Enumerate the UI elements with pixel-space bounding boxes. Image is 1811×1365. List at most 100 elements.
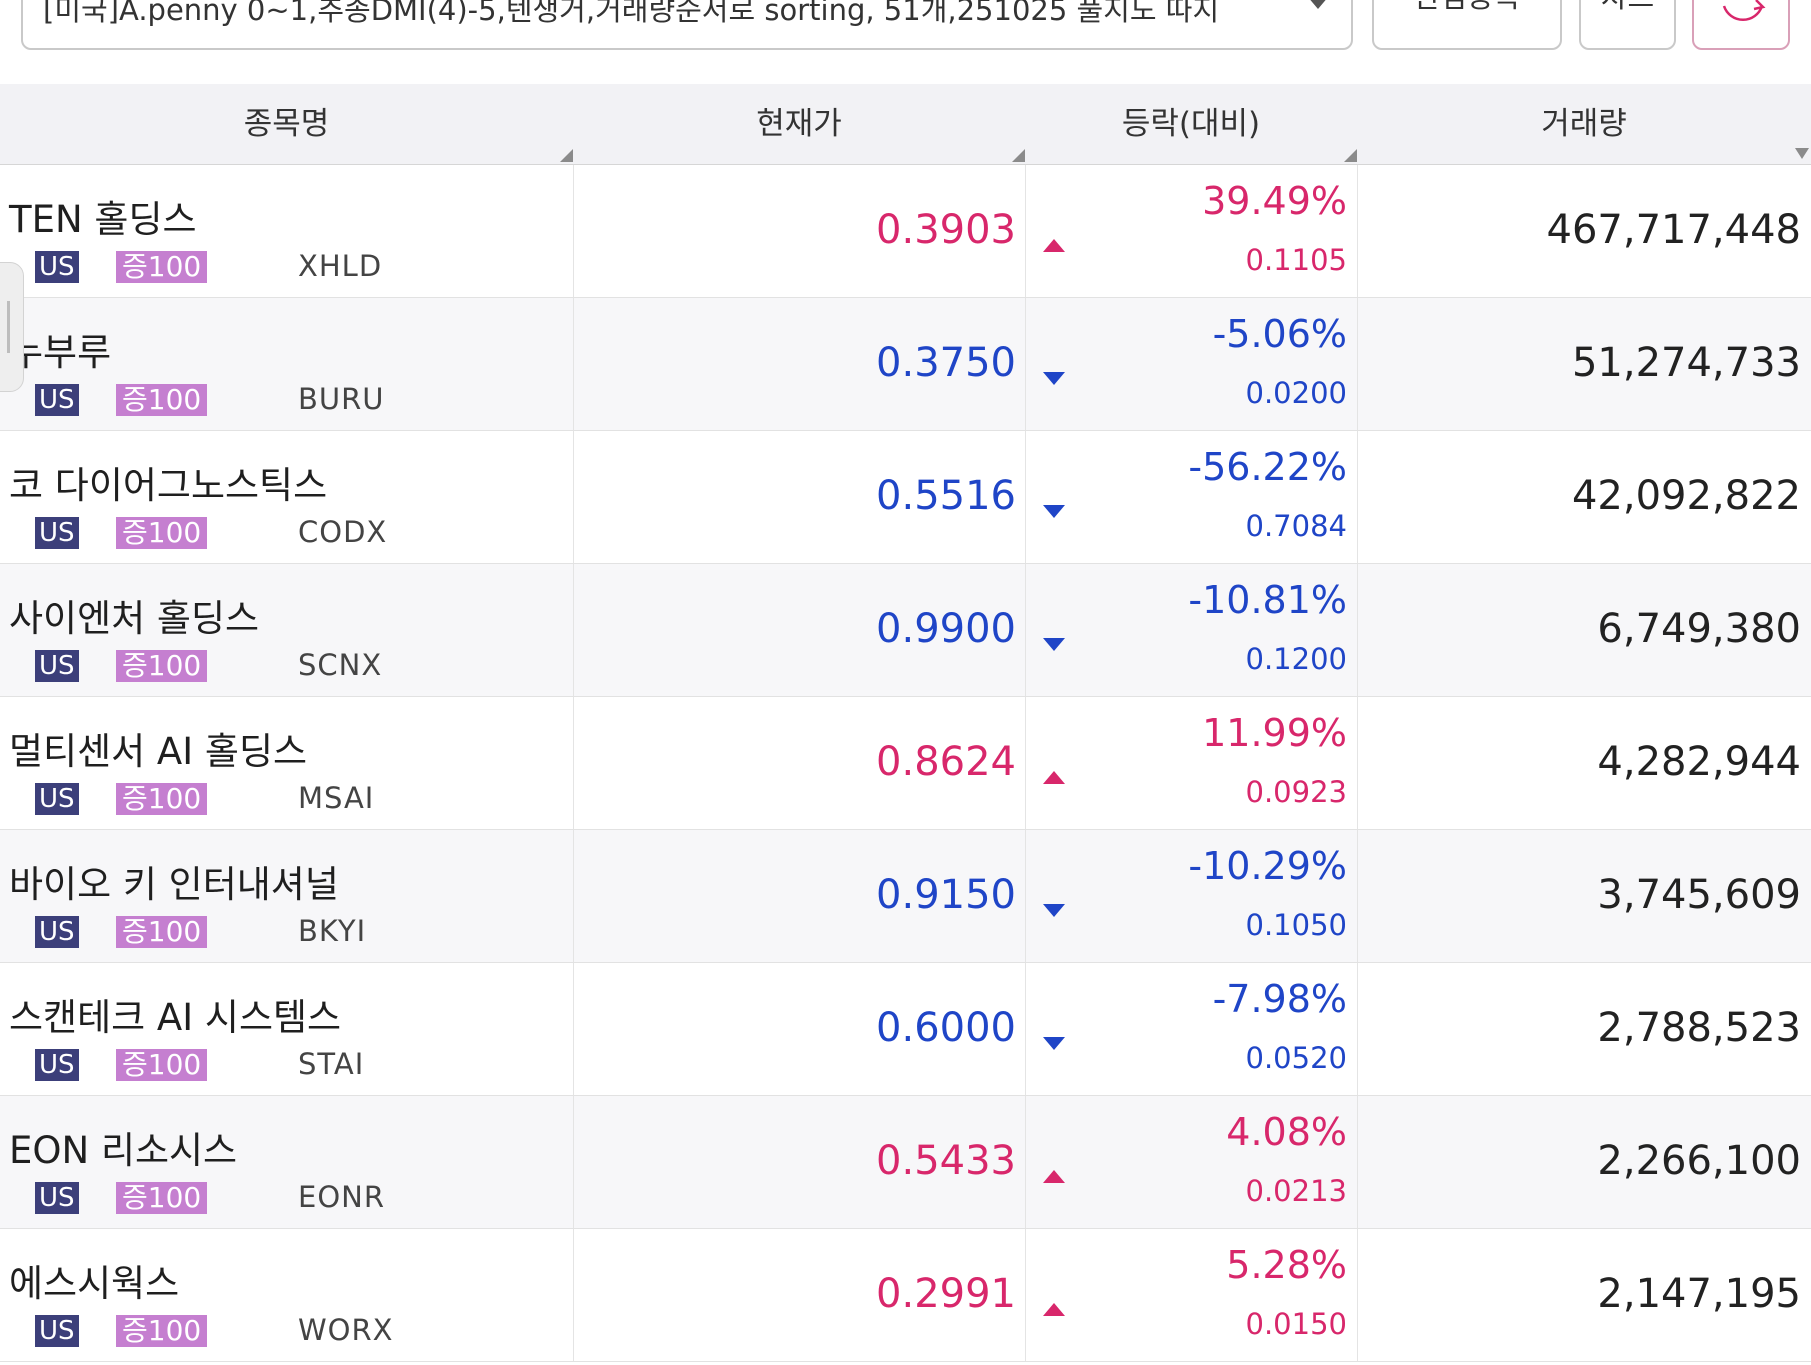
trade-volume: 2,788,523 [1597,1005,1801,1051]
triangle-down-icon [1043,505,1065,518]
column-divider [1357,564,1358,696]
margin-badge: 증100 [116,783,208,815]
refresh-button[interactable] [1692,0,1790,50]
column-divider [1025,830,1026,962]
current-price: 0.3903 [876,207,1016,253]
column-divider [573,165,574,297]
margin-badge: 증100 [116,251,208,283]
column-divider [1357,1096,1358,1228]
change-amount: 0.7084 [1245,509,1347,543]
stock-name: 누부루 [9,331,112,374]
margin-badge: 증100 [116,1182,208,1214]
trade-volume: 2,266,100 [1597,1138,1801,1184]
current-price: 0.8624 [876,739,1016,785]
table-body: TEN 홀딩스 US 증100 XHLD 0.3903 39.49% 0.1105 467,7… [0,165,1811,1362]
column-header-change[interactable]: 등락(대비) [1121,106,1261,142]
table-row[interactable]: 코 다이어그노스틱스 US 증100 CODX 0.5516 -56.22% 0.7084 4… [0,431,1811,564]
trade-volume: 3,745,609 [1597,872,1801,918]
trade-volume: 4,282,944 [1597,739,1801,785]
change-amount: 0.0150 [1245,1307,1347,1341]
change-percent: 5.28% [1226,1243,1347,1287]
change-percent: 4.08% [1226,1110,1347,1154]
triangle-down-icon [1043,904,1065,917]
ticker-symbol: MSAI [298,781,375,815]
margin-badge: 증100 [116,517,208,549]
triangle-up-icon [1043,239,1065,252]
current-price: 0.2991 [876,1271,1016,1317]
stock-name: 스캔테크 AI 시스템스 [9,996,342,1039]
column-divider [573,1229,574,1361]
current-price: 0.6000 [876,1005,1016,1051]
current-price: 0.3750 [876,340,1016,386]
change-amount: 0.0213 [1245,1174,1347,1208]
change-percent: 11.99% [1202,711,1347,755]
market-badge: US [35,517,79,549]
sort-descending-icon [1795,148,1809,159]
column-divider [1025,963,1026,1095]
current-price: 0.9900 [876,606,1016,652]
stock-table: 종목명 현재가 등락(대비) 거래량 TEN 홀딩스 US 증100 XHLD 0.39… [0,84,1811,1362]
stock-name: EON 리소시스 [9,1129,238,1172]
stock-name: TEN 홀딩스 [9,198,197,241]
ticker-symbol: BURU [298,382,385,416]
chart-button[interactable]: 차트 [1579,0,1676,50]
table-row[interactable]: 멀티센서 AI 홀딩스 US 증100 MSAI 0.8624 11.99% 0.0923 4… [0,697,1811,830]
side-drawer-handle[interactable] [0,262,24,392]
current-price: 0.5433 [876,1138,1016,1184]
column-header-price[interactable]: 현재가 [756,106,842,142]
column-divider [1025,298,1026,430]
column-divider [1357,298,1358,430]
condition-select-value: [미국]A.penny 0~1,추종DMI(4)-5,텐생거,거래량순서로 so… [43,0,1220,27]
condition-select[interactable]: [미국]A.penny 0~1,추종DMI(4)-5,텐생거,거래량순서로 so… [21,0,1353,50]
column-header-name[interactable]: 종목명 [243,106,330,142]
margin-badge: 증100 [116,916,208,948]
change-amount: 0.0520 [1245,1041,1347,1075]
change-amount: 0.1105 [1245,243,1347,277]
market-badge: US [35,251,79,283]
table-row[interactable]: 스캔테크 AI 시스템스 US 증100 STAI 0.6000 -7.98% 0.0520… [0,963,1811,1096]
market-badge: US [35,384,79,416]
column-divider [1025,1096,1026,1228]
sort-indicator-icon [1344,149,1357,162]
table-row[interactable]: 누부루 US 증100 BURU 0.3750 -5.06% 0.0200 51,274,73… [0,298,1811,431]
margin-badge: 증100 [116,384,208,416]
market-badge: US [35,916,79,948]
trade-volume: 42,092,822 [1571,473,1801,519]
table-header: 종목명 현재가 등락(대비) 거래량 [0,84,1811,165]
ticker-symbol: EONR [298,1180,385,1214]
column-divider [1025,564,1026,696]
stock-name: 멀티센서 AI 홀딩스 [9,730,308,773]
table-row[interactable]: 사이엔처 홀딩스 US 증100 SCNX 0.9900 -10.81% 0.1200 6,7… [0,564,1811,697]
column-divider [1357,1229,1358,1361]
current-price: 0.5516 [876,473,1016,519]
column-divider [1025,431,1026,563]
column-header-volume[interactable]: 거래량 [1541,106,1627,142]
triangle-up-icon [1043,771,1065,784]
column-divider [1025,697,1026,829]
change-amount: 0.1050 [1245,908,1347,942]
add-watchlist-button[interactable]: 관심등록 [1372,0,1562,50]
triangle-up-icon [1043,1170,1065,1183]
change-percent: -5.06% [1212,312,1347,356]
column-divider [573,830,574,962]
sort-indicator-icon [560,149,573,162]
table-row[interactable]: 바이오 키 인터내셔널 US 증100 BKYI 0.9150 -10.29% 0.1050… [0,830,1811,963]
column-divider [573,431,574,563]
column-divider [1357,963,1358,1095]
table-row[interactable]: EON 리소시스 US 증100 EONR 0.5433 4.08% 0.0213 2,266… [0,1096,1811,1229]
market-badge: US [35,783,79,815]
trade-volume: 6,749,380 [1597,606,1801,652]
triangle-down-icon [1043,1037,1065,1050]
change-amount: 0.0200 [1245,376,1347,410]
stock-name: 사이엔처 홀딩스 [9,597,260,640]
market-badge: US [35,1049,79,1081]
triangle-down-icon [1043,372,1065,385]
toolbar: [미국]A.penny 0~1,추종DMI(4)-5,텐생거,거래량순서로 so… [0,0,1811,84]
table-row[interactable]: TEN 홀딩스 US 증100 XHLD 0.3903 39.49% 0.1105 467,7… [0,165,1811,298]
stock-name: 바이오 키 인터내셔널 [9,863,339,906]
column-divider [573,697,574,829]
sort-indicator-icon [1012,149,1025,162]
ticker-symbol: WORX [298,1313,394,1347]
table-row[interactable]: 에스시웍스 US 증100 WORX 0.2991 5.28% 0.0150 2,147,19… [0,1229,1811,1362]
ticker-symbol: CODX [298,515,388,549]
